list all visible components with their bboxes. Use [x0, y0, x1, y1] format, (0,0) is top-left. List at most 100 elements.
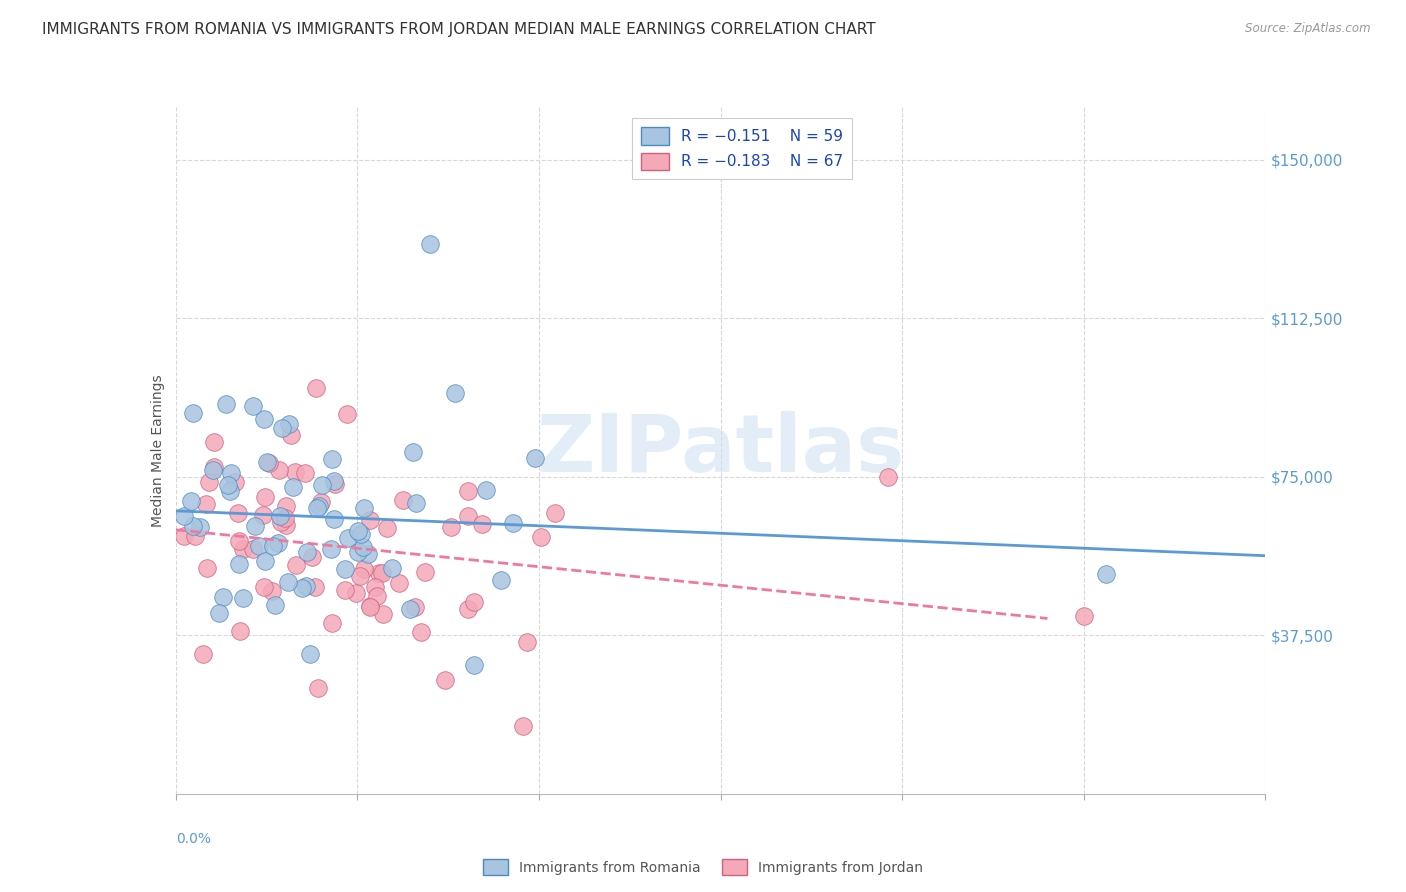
Point: [198, 475, 221, 490]
Point: [252, 508, 274, 523]
Point: [366, 589, 388, 603]
Point: [409, 624, 432, 639]
Point: [228, 557, 250, 571]
Point: [291, 581, 314, 595]
Point: [387, 576, 409, 591]
Point: [353, 562, 375, 576]
Point: [294, 466, 316, 480]
Point: [242, 541, 264, 556]
Point: [375, 521, 398, 535]
Point: [219, 484, 242, 499]
Point: [276, 500, 298, 514]
Point: [270, 420, 292, 434]
Point: [344, 586, 367, 600]
Point: [269, 509, 291, 524]
Point: [277, 575, 299, 590]
Point: [257, 456, 280, 470]
Point: [471, 516, 494, 531]
Point: [359, 599, 381, 614]
Point: [350, 526, 373, 541]
Point: [264, 599, 287, 613]
Point: [195, 497, 218, 511]
Legend: R = −0.151    N = 59, R = −0.183    N = 67: R = −0.151 N = 59, R = −0.183 N = 67: [633, 118, 852, 179]
Point: [1073, 609, 1095, 624]
Text: ZIPatlas: ZIPatlas: [537, 411, 904, 490]
Point: [363, 580, 385, 594]
Point: [359, 599, 381, 614]
Point: [516, 635, 538, 649]
Point: [224, 475, 246, 489]
Point: [260, 584, 283, 599]
Point: [283, 466, 305, 480]
Point: [208, 606, 231, 620]
Point: [349, 569, 371, 583]
Point: [346, 524, 368, 538]
Point: [321, 616, 343, 631]
Point: [440, 520, 463, 534]
Point: [309, 495, 332, 509]
Point: [254, 554, 277, 568]
Point: [274, 517, 297, 532]
Point: [226, 506, 249, 520]
Point: [323, 474, 346, 488]
Point: [278, 417, 301, 432]
Point: [269, 463, 291, 477]
Point: [489, 573, 512, 587]
Point: [311, 477, 333, 491]
Point: [195, 561, 218, 575]
Point: [352, 541, 374, 555]
Point: [254, 490, 277, 504]
Point: [321, 452, 343, 467]
Point: [463, 658, 485, 673]
Point: [228, 533, 250, 548]
Point: [371, 607, 394, 622]
Point: [336, 407, 359, 421]
Point: [323, 477, 346, 491]
Point: [281, 480, 304, 494]
Point: [404, 600, 426, 615]
Point: [457, 602, 479, 616]
Point: [333, 582, 356, 597]
Point: [1094, 567, 1116, 582]
Point: [347, 544, 370, 558]
Point: [229, 624, 252, 638]
Point: [336, 531, 359, 545]
Text: 0.0%: 0.0%: [176, 831, 211, 846]
Point: [368, 566, 391, 580]
Point: [463, 595, 485, 609]
Point: [876, 470, 898, 484]
Point: [215, 396, 238, 410]
Point: [253, 580, 276, 594]
Point: [335, 562, 357, 576]
Text: IMMIGRANTS FROM ROMANIA VS IMMIGRANTS FROM JORDAN MEDIAN MALE EARNINGS CORRELATI: IMMIGRANTS FROM ROMANIA VS IMMIGRANTS FR…: [42, 22, 876, 37]
Point: [262, 539, 284, 553]
Point: [184, 529, 207, 543]
Point: [217, 478, 239, 492]
Point: [308, 499, 330, 513]
Point: [322, 512, 344, 526]
Point: [191, 648, 214, 662]
Point: [301, 549, 323, 564]
Point: [284, 558, 307, 572]
Point: [180, 493, 202, 508]
Point: [457, 508, 479, 523]
Point: [305, 381, 328, 395]
Point: [413, 566, 436, 580]
Point: [512, 719, 534, 733]
Point: [202, 460, 225, 475]
Point: [232, 542, 254, 557]
Point: [295, 579, 318, 593]
Point: [530, 530, 553, 544]
Point: [212, 590, 235, 604]
Point: [359, 513, 381, 527]
Point: [280, 428, 302, 442]
Point: [524, 451, 547, 466]
Text: Source: ZipAtlas.com: Source: ZipAtlas.com: [1246, 22, 1371, 36]
Y-axis label: Median Male Earnings: Median Male Earnings: [150, 374, 165, 527]
Point: [444, 386, 467, 401]
Point: [502, 516, 524, 530]
Point: [201, 463, 224, 477]
Point: [307, 681, 329, 695]
Point: [392, 493, 415, 508]
Point: [270, 516, 292, 530]
